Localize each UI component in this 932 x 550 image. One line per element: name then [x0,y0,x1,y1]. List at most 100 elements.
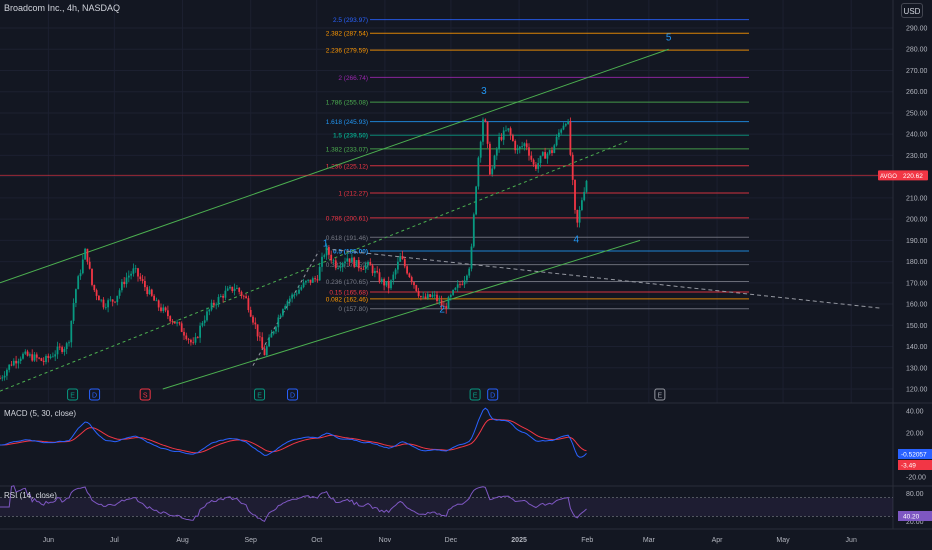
candle-body [544,152,546,159]
macd-axis-label: 20.00 [906,431,924,438]
candle-body [420,296,422,298]
candle-body [86,248,89,262]
candle-body [371,265,374,274]
candle-body [415,285,418,291]
fib-level-label: 2.5 (293.97) [333,17,368,24]
event-marker[interactable]: D [287,388,299,401]
trend-line-dashed [325,248,883,309]
time-axis-label: Dec [445,537,458,544]
candle-body [410,277,413,283]
candle-body [45,355,47,363]
event-marker-letter: E [658,393,663,400]
event-marker[interactable]: E [654,388,666,401]
channel-upper-line [0,48,669,284]
candle-body [558,132,560,137]
event-marker[interactable]: S [139,388,151,401]
event-marker-letter: D [490,393,495,400]
fib-level-label: 0.236 (170.65) [326,279,368,286]
candle-body [466,275,468,281]
candle-body [185,335,188,340]
time-axis-label: May [776,537,790,544]
candle-body [6,369,8,376]
candle-body [436,294,438,302]
candle-body [282,309,284,316]
candle-body [413,282,415,286]
candle-body [215,304,218,306]
symbol-title[interactable]: Broadcom Inc., 4h, NASDAQ [4,3,121,13]
candle-body [261,337,264,349]
candle-body [380,279,383,283]
candle-body [376,270,379,273]
candle-body [139,276,142,280]
candle-body [201,322,204,326]
wave-label: 1 [323,239,329,250]
candle-body [213,302,215,305]
event-marker[interactable]: D [487,388,499,401]
price-candles [0,117,588,382]
candle-body [491,168,494,175]
candle-body [268,337,270,347]
candle-body [300,287,303,290]
price-axis-label: 250.00 [906,110,928,117]
candle-body [116,295,119,303]
macd-value-text: -0.52057 [901,452,927,459]
fib-level-label: 0 (157.80) [338,306,368,313]
grid-lines [0,0,893,403]
macd-value-text: -3.49 [901,463,916,470]
macd-title[interactable]: MACD (5, 30, close) [4,409,77,418]
candle-body [206,311,208,321]
event-marker[interactable]: E [469,388,481,401]
candle-body [293,294,296,295]
candle-body [500,137,503,140]
candle-body [173,321,176,324]
candle-body [183,331,185,336]
event-marker-letter: E [473,393,478,400]
candle-body [137,268,139,277]
candle-body [150,289,153,296]
event-marker[interactable]: D [89,388,101,401]
candle-body [8,364,11,370]
candle-body [162,307,165,311]
event-marker[interactable]: E [254,388,266,401]
candle-body [155,300,158,302]
candle-body [461,284,464,286]
fib-level-label: 0.786 (200.61) [326,215,368,222]
candle-body [40,358,43,361]
candle-body [42,360,45,363]
candle-body [537,163,540,169]
candle-body [472,214,475,247]
event-marker-letter: S [143,393,148,400]
candle-body [468,268,471,276]
candle-body [252,316,254,323]
macd-value-badge [898,460,932,470]
candle-body [277,317,280,328]
candle-body [433,294,436,296]
candle-body [426,294,429,299]
event-marker[interactable]: E [67,388,79,401]
rsi-title[interactable]: RSI (14, close) [4,491,57,500]
candle-body [12,360,15,366]
fib-level-label: 1.786 (255.08) [326,100,368,107]
candle-body [224,290,227,298]
candle-body [429,294,431,297]
candle-body [233,288,236,292]
candle-body [245,296,247,299]
fib-level-label: 2.382 (287.54) [326,31,368,38]
candle-body [17,361,20,364]
candle-body [431,294,434,297]
candle-body [49,356,52,358]
event-marker-box [89,388,101,401]
candle-body [438,300,441,302]
candle-body [482,119,484,142]
candle-body [288,298,291,302]
event-marker-letter: D [92,393,97,400]
currency-button[interactable]: USD [901,3,923,18]
candle-body [291,294,293,299]
candle-body [275,327,277,332]
candle-body [514,140,517,151]
candle-body [394,269,397,275]
price-axis-label: 290.00 [906,26,928,33]
candle-body [569,121,572,155]
candle-body [169,316,172,322]
